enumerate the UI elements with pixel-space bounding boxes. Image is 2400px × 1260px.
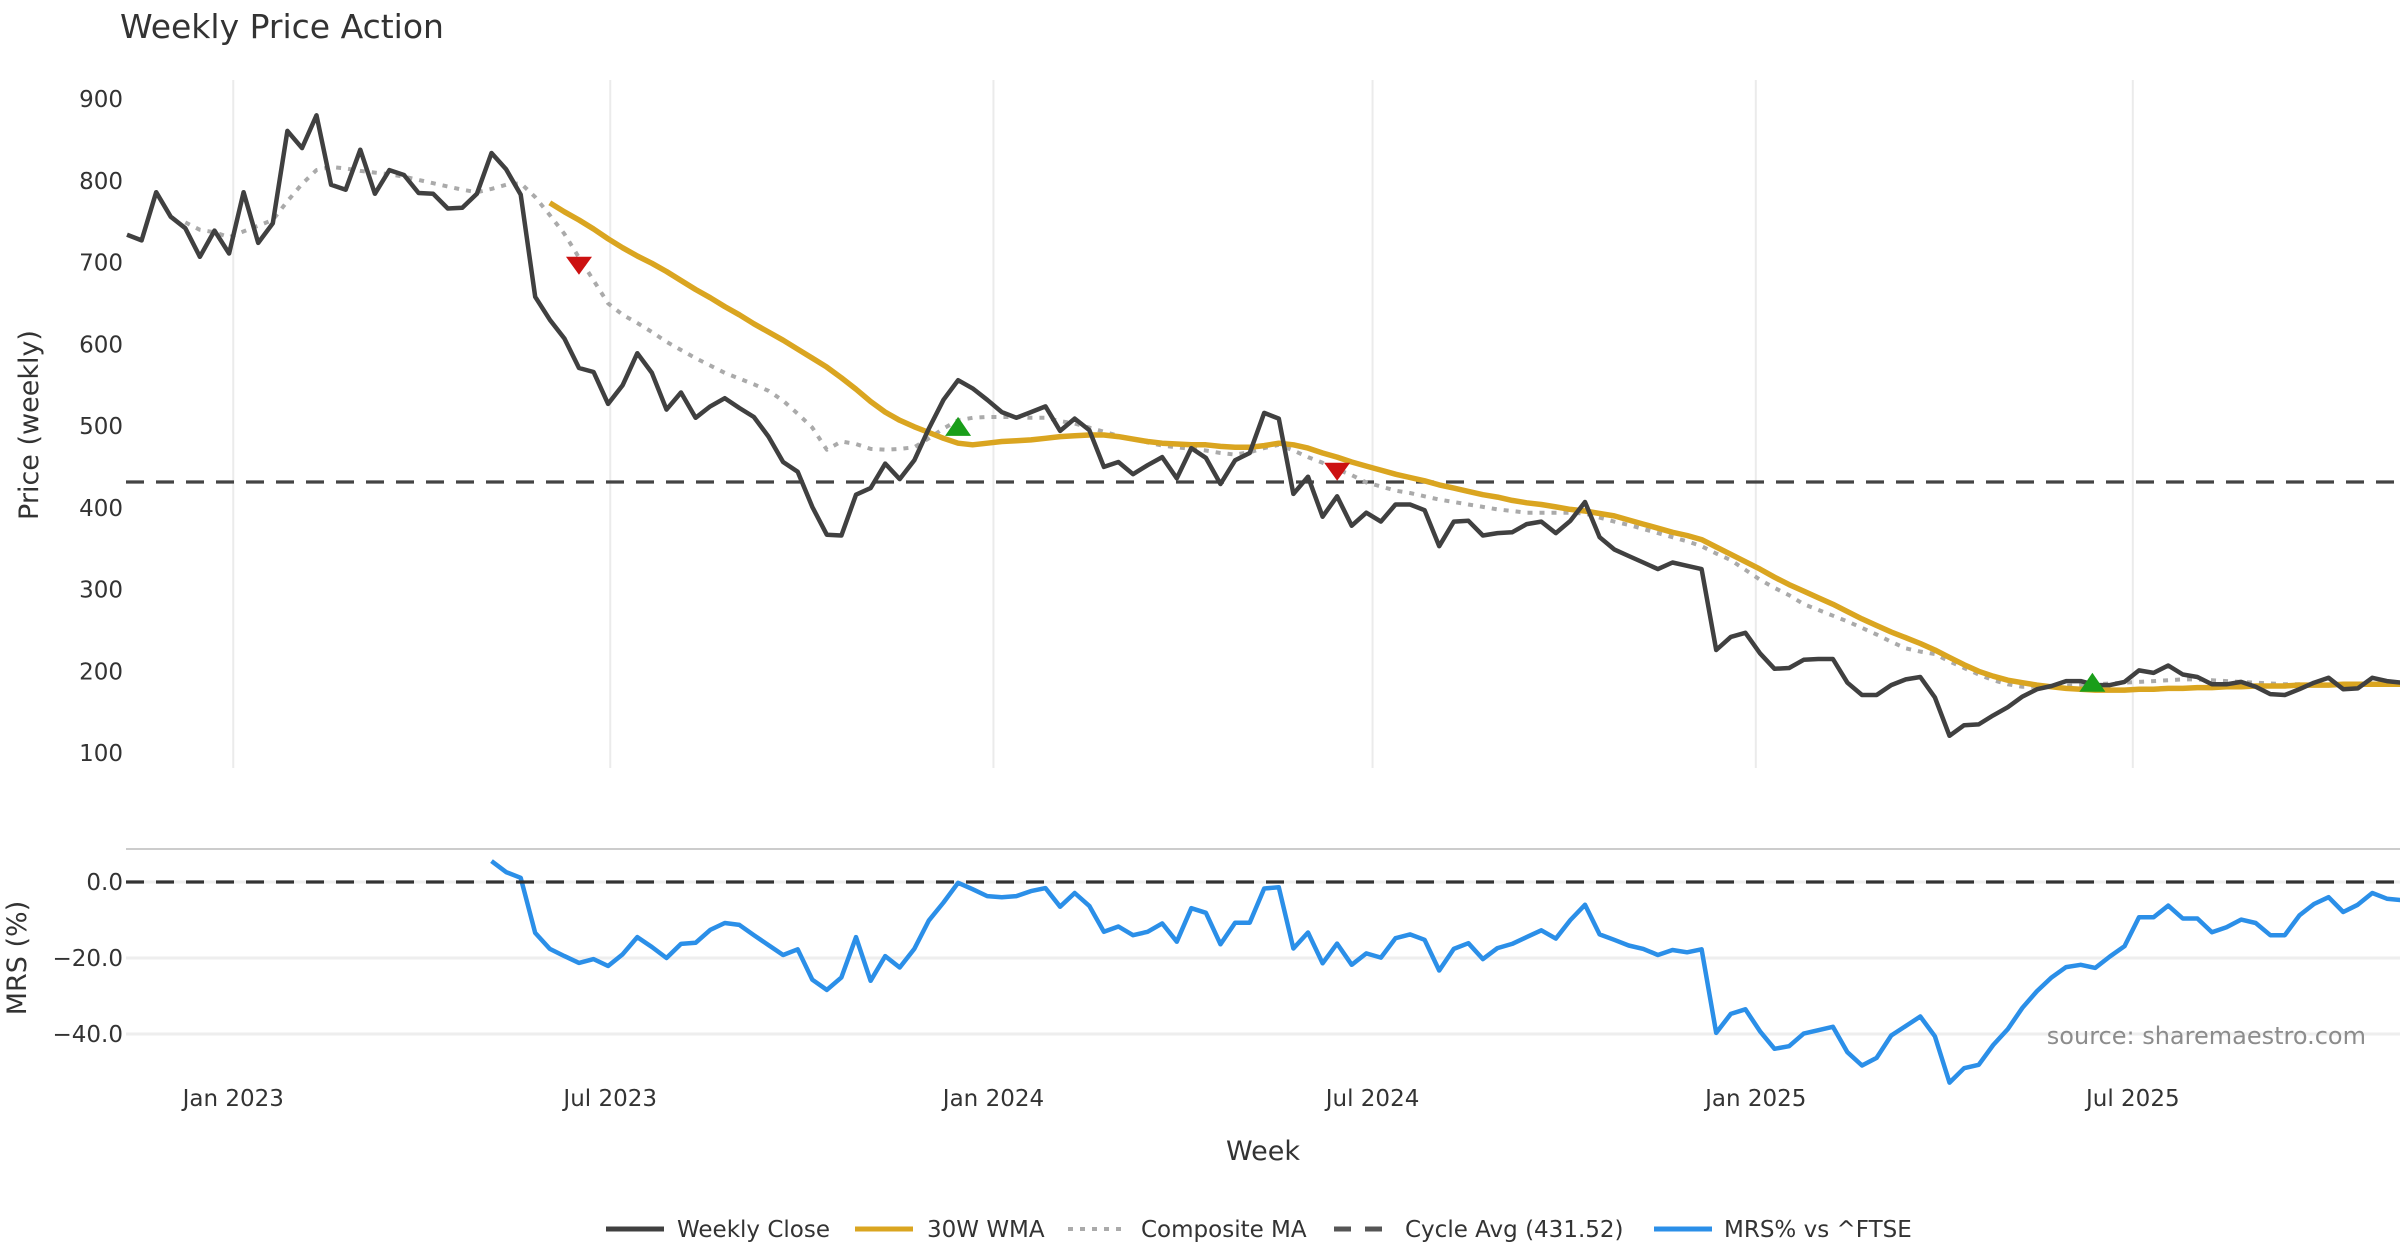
series-30w-wma — [548, 200, 2400, 693]
mrs-y-axis-label: MRS (%) — [2, 901, 33, 1016]
price-y-tick-label: 100 — [79, 741, 123, 767]
chart-title: Weekly Price Action — [120, 7, 444, 46]
series-mrs-vs-ftse — [490, 859, 2400, 1085]
price-y-axis-label: Price (weekly) — [14, 330, 45, 520]
price-y-tick-label: 300 — [79, 578, 123, 604]
x-axis: Jan 2023 Jul 2023 Jan 2024 Jul 2024 Jan 2025… — [181, 1086, 2180, 1112]
legend-label: Cycle Avg (431.52) — [1405, 1217, 1624, 1243]
mrs-grid — [126, 880, 2400, 1036]
legend-item: Composite MA — [1068, 1217, 1307, 1243]
price-y-tick-label: 800 — [79, 169, 123, 195]
mrs-y-tick-label: 0.0 — [86, 870, 123, 896]
legend: Weekly Close 30W WMA Composite MA Cycle Avg… — [606, 1217, 1912, 1243]
price-y-tick-label: 700 — [79, 251, 123, 277]
x-tick-label: Jan 2025 — [1703, 1086, 1806, 1112]
price-grid — [232, 80, 2134, 768]
legend-label: Weekly Close — [677, 1217, 830, 1243]
legend-item: Cycle Avg (431.52) — [1334, 1217, 1624, 1243]
price-y-axis: 100 200 300 400 500 600 700 800 900 — [79, 87, 123, 767]
x-tick-label: Jul 2023 — [561, 1086, 657, 1112]
price-y-tick-label: 500 — [79, 414, 123, 440]
legend-label: 30W WMA — [927, 1217, 1045, 1243]
legend-label: Composite MA — [1141, 1217, 1307, 1243]
sell-signal-marker — [565, 256, 592, 275]
source-note: source: sharemaestro.com — [2047, 1022, 2366, 1050]
legend-item: Weekly Close — [606, 1217, 830, 1243]
x-tick-label: Jan 2023 — [181, 1086, 284, 1112]
price-y-tick-label: 400 — [79, 496, 123, 522]
x-tick-label: Jan 2024 — [941, 1086, 1044, 1112]
price-y-tick-label: 900 — [79, 87, 123, 113]
price-series — [126, 113, 2400, 739]
mrs-y-tick-label: −20.0 — [53, 946, 123, 972]
x-axis-label: Week — [1226, 1136, 1300, 1167]
mrs-series — [126, 859, 2400, 1085]
series-weekly-close — [126, 113, 2400, 739]
x-tick-label: Jul 2025 — [2084, 1086, 2180, 1112]
legend-item: MRS% vs ^FTSE — [1654, 1217, 1912, 1243]
buy-signal-marker — [2079, 672, 2106, 692]
buy-signal-marker — [945, 416, 972, 436]
x-tick-label: Jul 2024 — [1324, 1086, 1420, 1112]
series-composite-ma — [184, 164, 2400, 689]
price-y-tick-label: 600 — [79, 332, 123, 358]
legend-label: MRS% vs ^FTSE — [1724, 1217, 1912, 1243]
price-y-tick-label: 200 — [79, 659, 123, 685]
mrs-y-tick-label: −40.0 — [53, 1022, 123, 1048]
legend-item: 30W WMA — [855, 1217, 1045, 1243]
mrs-y-axis: 0.0 −20.0 −40.0 — [53, 870, 123, 1048]
signal-markers — [565, 256, 2106, 692]
sell-signal-marker — [1324, 462, 1351, 481]
